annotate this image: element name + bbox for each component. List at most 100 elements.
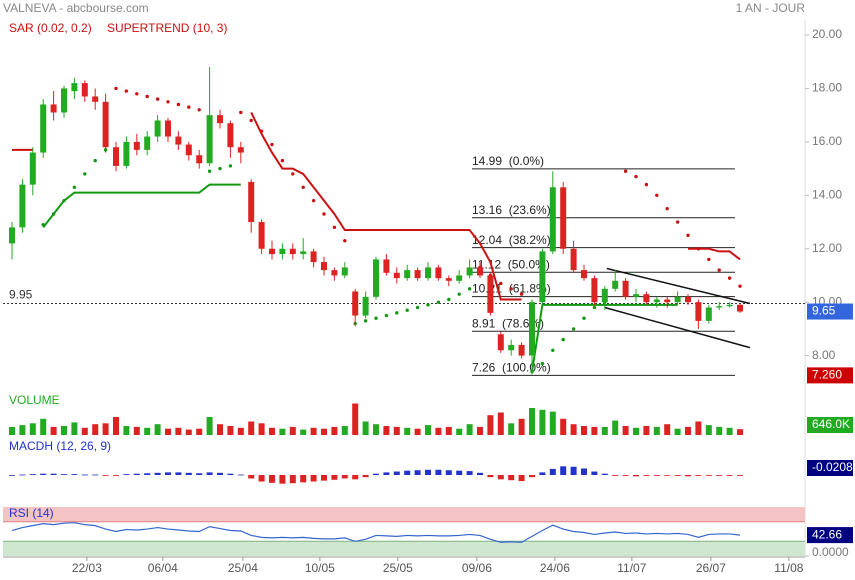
candle-body (113, 147, 119, 166)
volume-bar (404, 427, 411, 435)
sar-dot (592, 305, 597, 310)
macdh-bar (716, 475, 723, 476)
volume-bar (196, 428, 203, 435)
candle-body (653, 299, 660, 303)
sar-dot (124, 89, 129, 93)
volume-label: VOLUME (9, 393, 60, 407)
volume-bar (560, 418, 567, 435)
candle-body (144, 136, 151, 150)
candle-body (29, 152, 36, 185)
fib-low-marker: 7.260 (812, 368, 842, 382)
volume-bar (258, 423, 265, 435)
volume-bar (664, 424, 671, 435)
macdh-bar (622, 475, 629, 476)
volume-bar (61, 426, 67, 435)
sar-dot (72, 185, 77, 189)
macdh-bar (414, 470, 421, 475)
macdh-bar (466, 471, 473, 475)
macdh-bar (695, 475, 702, 476)
volume-bar (269, 427, 275, 435)
volume-bar (237, 427, 244, 435)
period-label: 1 AN - JOUR (736, 1, 806, 15)
volume-bar (331, 426, 338, 435)
macdh-bar (289, 475, 296, 484)
sar-dot (135, 92, 139, 96)
sar-dot (239, 110, 243, 115)
volume-bar (165, 428, 171, 435)
sar-dot (436, 300, 441, 304)
x-tick-label: 26/07 (696, 561, 726, 575)
volume-bar (685, 426, 691, 435)
sar-dot (311, 198, 316, 203)
rsi-label: RSI (14) (9, 506, 54, 520)
volume-bar (508, 423, 515, 435)
macdh-bar (269, 475, 275, 483)
volume-last: 646.0K (812, 417, 850, 431)
macdh-bar (248, 475, 255, 479)
macdh-bar (653, 475, 660, 476)
candle-body (456, 275, 463, 281)
macdh-bar (29, 474, 36, 475)
sar-dot (301, 185, 305, 189)
macdh-last-box (807, 460, 853, 476)
volume-bar (92, 424, 99, 435)
sar-dot (114, 86, 118, 91)
sar-dot (270, 142, 274, 147)
candle-body (425, 267, 431, 279)
candle-body (591, 278, 598, 303)
volume-bar (653, 426, 660, 435)
sar-dot (634, 174, 638, 179)
macdh-bar (217, 472, 223, 475)
volume-bar (19, 425, 26, 435)
candle-body (289, 248, 296, 255)
volume-last-box (807, 417, 853, 433)
macdh-bar (383, 472, 390, 475)
macdh-bar (518, 475, 525, 482)
macdh-bar (362, 475, 369, 478)
macdh-bar (435, 469, 442, 475)
sar-dot (384, 313, 389, 318)
volume-bar (383, 426, 390, 435)
volume-bar (321, 428, 327, 435)
fib-label: 12.04 (38.2%) (472, 233, 551, 247)
sar-dot (197, 108, 201, 112)
macdh-bar (612, 475, 619, 476)
candle-body (737, 304, 743, 312)
macdh-bar (102, 475, 109, 476)
volume-bar (570, 424, 577, 435)
candle-body (414, 270, 421, 279)
volume-bar (29, 423, 36, 435)
reference-label: 9.95 (9, 288, 33, 302)
volume-bar (185, 429, 192, 435)
candle-body (705, 307, 712, 321)
supertrend-line (688, 247, 741, 261)
candle-body (362, 296, 369, 316)
macdh-bar (92, 474, 99, 476)
volume-bar (674, 428, 681, 435)
sar-dot (686, 233, 690, 238)
rsi-last-box (807, 527, 853, 544)
sar-dot (395, 311, 399, 315)
macdh-bar (71, 474, 78, 475)
macdh-bar (352, 475, 359, 480)
x-tick-label: 25/04 (228, 561, 258, 575)
volume-bar (497, 412, 504, 435)
macdh-bar (560, 466, 567, 475)
macdh-bar (601, 473, 608, 475)
candle-body (695, 302, 702, 321)
sar-dot (561, 337, 565, 342)
macdh-bar (497, 475, 504, 480)
last-price-box (807, 303, 853, 320)
volume-bar (591, 426, 598, 435)
macdh-bar (196, 473, 203, 475)
sar-dot (727, 276, 732, 280)
candle-body (674, 296, 681, 303)
macdh-bar (144, 473, 151, 475)
candle-body (175, 136, 182, 145)
sar-dot (426, 303, 430, 307)
candle-body (185, 144, 192, 156)
sar-dot (467, 287, 472, 291)
sar-dot (717, 268, 721, 272)
